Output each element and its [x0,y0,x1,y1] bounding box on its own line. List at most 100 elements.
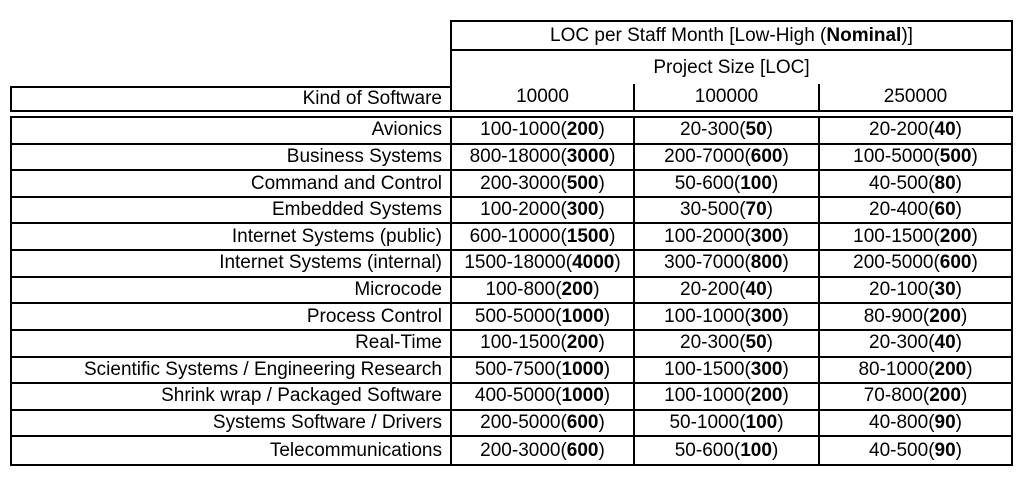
value-cell: 200-5000(600) [818,251,1011,276]
row-label: Business Systems [286,145,442,167]
value-cell: 200-7000(600) [633,144,818,170]
nominal-value: 300 [750,225,783,247]
row-label: Telecommunications [269,439,442,461]
low-high-range: 80-900 [863,305,923,327]
value-cell: 100-1000(200) [450,118,633,143]
nominal-value: 50 [745,119,767,141]
title-bold-nominal: Nominal [826,24,902,46]
table-row: Command and Control 200-3000(500) 50-600(1… [12,171,1011,198]
value-cell: 400-5000(1000) [450,384,633,409]
low-high-range: 80-1000 [858,358,929,380]
low-high-range: 100-1500 [853,225,934,247]
nominal-value: 800 [750,252,783,274]
value-cell: 40-800(90) [818,410,1011,436]
size-column-header-100000: 100000 [633,84,818,110]
low-high-range: 600-10000 [469,225,561,247]
table-row: Systems Software / Drivers 200-5000(600) 5… [12,410,1011,438]
title-suffix: )] [901,24,913,46]
value-cell: 20-100(30) [818,277,1011,303]
table-row: Real-Time 100-1500(200) 20-300(50) 20-300(4… [12,330,1011,358]
low-high-range: 50-600 [674,439,734,461]
value-cell: 100-1500(300) [633,357,818,383]
nominal-value: 100 [745,412,778,434]
table-row: Scientific Systems / Engineering Researc… [12,357,1011,385]
low-high-range: 100-800 [485,278,556,300]
value-cell: 500-5000(1000) [450,304,633,329]
value-cell: 50-600(100) [633,171,818,196]
nominal-value: 200 [566,332,599,354]
nominal-value: 300 [750,358,783,380]
nominal-value: 300 [750,305,783,327]
table-row: Telecommunications 200-3000(600) 50-600(10… [12,437,1011,464]
nominal-value: 200 [566,119,599,141]
row-label: Microcode [354,278,442,300]
nominal-value: 4000 [572,252,615,274]
value-cell: 30-500(70) [633,197,818,223]
low-high-range: 40-800 [869,412,929,434]
nominal-value: 600 [566,439,599,461]
kind-of-software-header: Kind of Software [10,86,450,112]
low-high-range: 200-7000 [664,145,745,167]
value-cell: 1500-18000(4000) [450,251,633,276]
nominal-value: 300 [566,199,599,221]
table-row: Internet Systems (public) 600-10000(1500)… [12,224,1011,252]
nominal-value: 3000 [566,145,610,167]
nominal-value: 600 [939,252,972,274]
low-high-range: 100-1000 [480,119,561,141]
nominal-value: 600 [566,412,599,434]
low-high-range: 100-2000 [480,199,561,221]
value-cell: 100-1500(200) [450,330,633,356]
table-row: Microcode 100-800(200) 20-200(40) 20-100(30… [12,277,1011,305]
nominal-value: 70 [745,199,767,221]
value-cell: 100-800(200) [450,277,633,303]
value-cell: 20-300(50) [633,118,818,143]
size-column-header-10000: 10000 [516,86,569,107]
value-cell: 500-7500(1000) [450,357,633,383]
nominal-value: 500 [566,172,599,194]
row-label: Real-Time [355,332,442,354]
low-high-range: 500-5000 [474,305,556,327]
row-label: Process Control [306,305,442,327]
size-header-row: 10000 100000 250000 [450,84,1013,112]
low-high-range: 100-1000 [664,305,745,327]
table-row: Internet Systems (internal) 1500-18000(40… [12,251,1011,278]
row-label: Command and Control [250,172,442,194]
low-high-range: 100-1500 [664,358,745,380]
value-cell: 600-10000(1500) [450,224,633,250]
nominal-value: 1000 [561,358,604,380]
value-cell: 40-500(90) [818,437,1011,464]
row-label: Internet Systems (internal) [219,252,442,274]
low-high-range: 200-5000 [853,252,934,274]
row-label: Systems Software / Drivers [212,412,442,434]
nominal-value: 500 [939,145,972,167]
value-cell: 50-1000(100) [633,410,818,436]
value-cell: 40-500(80) [818,171,1011,196]
nominal-value: 90 [934,412,956,434]
low-high-range: 20-100 [869,278,929,300]
table-row: Embedded Systems 100-2000(300) 30-500(70) 2… [12,197,1011,225]
low-high-range: 100-1000 [664,385,745,407]
table-title: LOC per Staff Month [Low-High (Nominal)] [450,20,1013,51]
table-body: Avionics 100-1000(200) 20-300(50) 20-200(40… [10,116,1013,466]
value-cell: 20-400(60) [818,197,1011,223]
low-high-range: 20-300 [680,119,740,141]
low-high-range: 40-500 [869,439,929,461]
low-high-range: 500-7500 [474,358,556,380]
value-cell: 80-900(200) [818,304,1011,329]
low-high-range: 20-200 [869,119,929,141]
value-cell: 100-2000(300) [450,197,633,223]
value-cell: 50-600(100) [633,437,818,464]
nominal-value: 80 [934,172,956,194]
row-label: Shrink wrap / Packaged Software [161,385,442,407]
nominal-value: 1000 [561,385,604,407]
value-cell: 800-18000(3000) [450,144,633,170]
value-cell: 300-7000(800) [633,251,818,276]
value-cell: 100-5000(500) [818,144,1011,170]
value-cell: 20-300(40) [818,330,1011,356]
low-high-range: 70-800 [863,385,923,407]
low-high-range: 200-3000 [480,439,561,461]
low-high-range: 40-500 [869,172,929,194]
value-cell: 20-200(40) [633,277,818,303]
nominal-value: 40 [934,119,956,141]
